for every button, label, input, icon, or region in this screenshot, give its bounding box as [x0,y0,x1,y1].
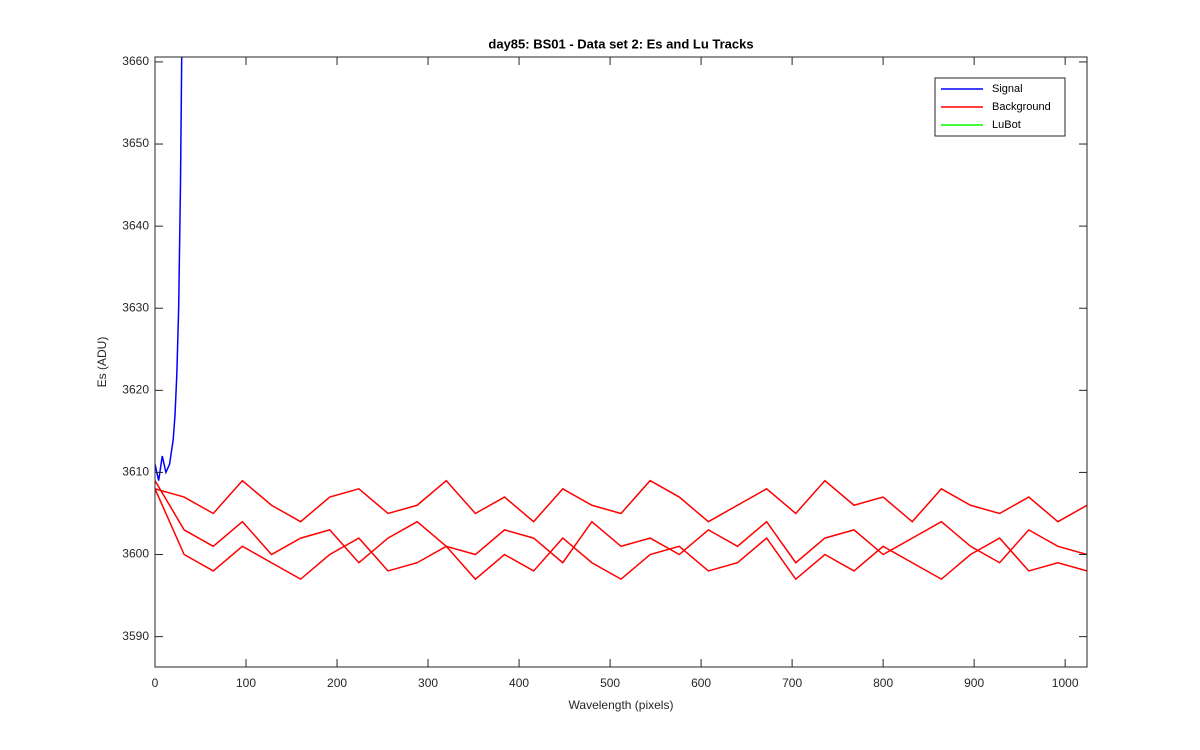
chart-title: day85: BS01 - Data set 2: Es and Lu Trac… [488,36,753,51]
x-tick-label: 500 [600,676,620,690]
axes-box [154,56,1088,668]
y-axis-label: Es (ADU) [95,337,109,388]
x-tick-label: 200 [327,676,347,690]
series-line [155,479,1087,523]
x-tick-label: 600 [691,676,711,690]
y-tick-label: 3630 [122,300,149,314]
legend-label: LuBot [992,119,1021,131]
legend-label: Background [992,101,1051,113]
y-tick-label: 3650 [122,136,149,150]
x-tick-label: 0 [152,676,159,690]
x-axis-label: Wavelength (pixels) [569,698,674,712]
series-line [155,488,1087,581]
y-tick-label: 3660 [122,54,149,68]
y-tick-label: 3590 [122,629,149,643]
x-tick-label: 800 [873,676,893,690]
x-tick-label: 100 [236,676,256,690]
x-tick-label: 400 [509,676,529,690]
x-tick-label: 700 [782,676,802,690]
x-tick-label: 300 [418,676,438,690]
legend-label: Signal [992,83,1023,95]
plot-area [155,57,1087,581]
x-tick-label: 1000 [1052,676,1079,690]
y-tick-label: 3610 [122,465,149,479]
y-tick-label: 3620 [122,382,149,396]
y-tick-label: 3600 [122,547,149,561]
series-line [155,480,1087,564]
y-tick-label: 3640 [122,218,149,232]
series-line [155,57,183,481]
x-tick-label: 900 [964,676,984,690]
